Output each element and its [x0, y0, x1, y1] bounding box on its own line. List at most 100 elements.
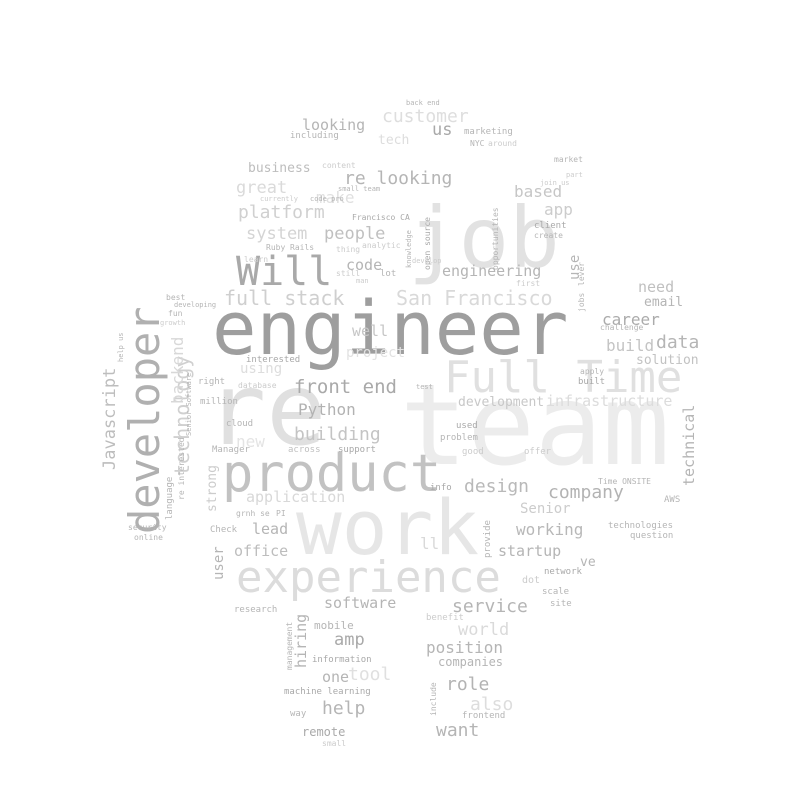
- word-system: system: [246, 224, 308, 244]
- word-support: support: [338, 445, 376, 455]
- word-make: make: [316, 188, 355, 207]
- word-based: based: [514, 182, 563, 201]
- word-also: also: [470, 694, 514, 715]
- word-business: business: [248, 161, 311, 176]
- word-companies: companies: [438, 655, 504, 669]
- word-developer: developer: [120, 306, 169, 534]
- word-research: research: [234, 605, 278, 615]
- word-check: Check: [210, 525, 238, 535]
- word-customer: customer: [382, 106, 469, 127]
- word-first: first: [516, 279, 541, 288]
- word-team: team: [400, 361, 670, 491]
- word-full-time: Full Time: [444, 352, 683, 403]
- word-working: working: [516, 520, 584, 539]
- word-build: build: [606, 336, 655, 355]
- word-client: client: [534, 221, 567, 231]
- word-time-onsite: Time ONSITE: [598, 477, 651, 486]
- word-grnh-se: grnh se: [236, 509, 270, 518]
- word-application: application: [246, 488, 346, 506]
- word-us: us: [432, 120, 453, 140]
- word-jobs: jobs: [577, 292, 586, 312]
- word-company: company: [548, 482, 624, 503]
- word-aws: AWS: [664, 495, 681, 505]
- word-marketing: marketing: [464, 127, 513, 137]
- word-remote: remote: [302, 725, 346, 739]
- word-create: create: [534, 231, 563, 240]
- word-back-end: back end: [406, 99, 440, 107]
- word-challenge: challenge: [600, 323, 644, 332]
- word-strong: strong: [205, 465, 220, 512]
- word-people: people: [324, 224, 386, 244]
- word-hiring: hiring: [292, 613, 310, 668]
- word-javascript: Javascript: [100, 367, 120, 470]
- word-career: career: [602, 310, 660, 329]
- word-full-stack: full stack: [224, 286, 345, 310]
- word-tech: tech: [378, 133, 410, 148]
- word-currently: currently: [260, 195, 298, 203]
- word-technologies: technologies: [608, 521, 674, 531]
- word-management: management: [285, 621, 294, 670]
- word-office: office: [234, 542, 289, 560]
- word-will: Will: [236, 249, 333, 295]
- word-new: new: [236, 432, 265, 451]
- word-across: across: [288, 445, 321, 455]
- word-security: security: [128, 523, 167, 532]
- word-market: market: [554, 155, 583, 164]
- word-amp: amp: [334, 630, 365, 650]
- word-product: product: [222, 444, 442, 504]
- word-manager: Manager: [212, 445, 250, 455]
- word-platform: platform: [238, 202, 325, 223]
- word-ll: ll: [420, 534, 440, 553]
- word-francisco-ca: Francisco CA: [352, 213, 410, 222]
- word-offer: offer: [524, 447, 552, 457]
- word-service: service: [452, 596, 528, 617]
- word-scale: scale: [542, 587, 570, 597]
- word-still: still: [336, 269, 361, 278]
- word-best: best: [166, 293, 186, 302]
- word-information: information: [312, 655, 372, 665]
- word-provide: provide: [483, 520, 493, 558]
- word-lever: lever: [577, 261, 586, 286]
- word-technical: technical: [680, 404, 698, 486]
- word-want: want: [436, 720, 480, 741]
- word-apply: apply: [580, 367, 605, 376]
- word-small-team: small team: [338, 185, 381, 193]
- word-growth: growth: [160, 319, 186, 327]
- word-learn: learn: [244, 255, 269, 264]
- word-lead: lead: [252, 520, 289, 538]
- word-great: great: [236, 178, 288, 198]
- word-development: development: [458, 395, 545, 410]
- word-engineer: engineer: [212, 286, 569, 372]
- word-backend: backend: [168, 336, 187, 404]
- word-position: position: [426, 638, 504, 657]
- word-machine-learning: machine learning: [284, 687, 371, 697]
- word-senior-software: Senior Software: [185, 372, 193, 436]
- word-database: database: [238, 381, 277, 390]
- word-site: site: [550, 599, 572, 609]
- word-code-pro: code pro: [310, 195, 344, 203]
- word-dot: dot: [522, 575, 541, 586]
- word-million: million: [200, 397, 238, 407]
- word-world: world: [458, 620, 510, 640]
- word-user: user: [211, 546, 227, 580]
- word-fun: fun: [168, 309, 183, 318]
- word-experience: experience: [236, 552, 501, 603]
- word-re: re: [206, 351, 327, 468]
- word-problem: problem: [440, 433, 478, 443]
- word-code: code: [346, 256, 383, 274]
- word-ve: ve: [580, 555, 596, 570]
- word-opportunities: opportunities: [491, 207, 500, 270]
- word-test: test: [416, 383, 433, 391]
- word-job: job: [408, 189, 560, 287]
- word-software: software: [324, 594, 397, 612]
- word-used: used: [456, 421, 478, 431]
- word-man: man: [356, 277, 369, 285]
- word-around: around: [488, 139, 517, 148]
- word-analytic: analytic: [362, 241, 401, 250]
- word-one: one: [322, 668, 350, 686]
- word-work: work: [296, 483, 480, 572]
- word-help-us: help us: [117, 332, 125, 362]
- word-help: help: [322, 698, 366, 719]
- word-thing: thing: [336, 245, 361, 254]
